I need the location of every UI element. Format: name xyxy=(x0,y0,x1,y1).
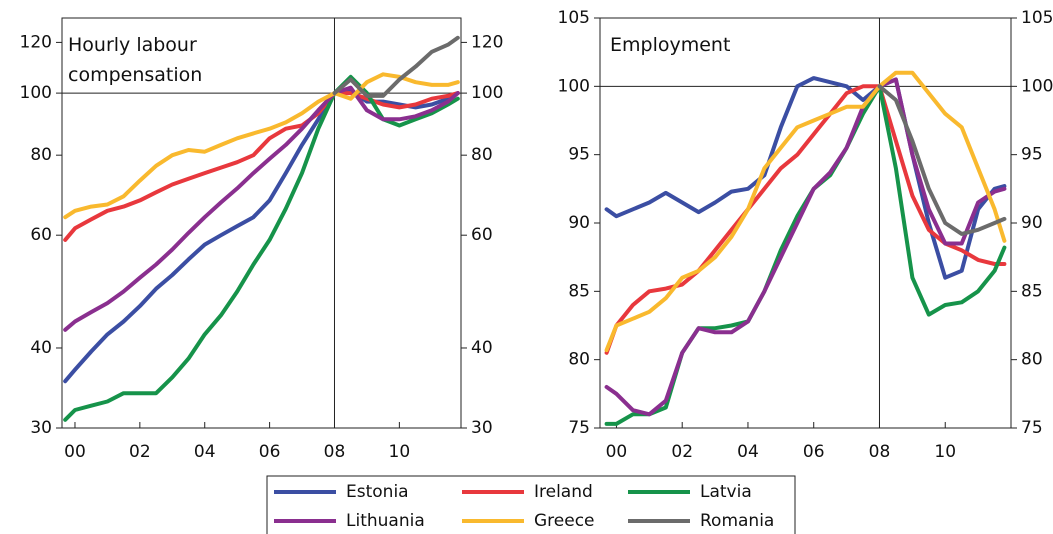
legend-label: Latvia xyxy=(700,482,752,502)
y-tick-label: 80 xyxy=(471,145,493,165)
x-tick-label: 06 xyxy=(803,442,825,462)
series-line xyxy=(604,77,1007,417)
x-tick-label: 10 xyxy=(389,442,411,462)
y-tick-label: 80 xyxy=(30,145,52,165)
chart-title: Employment xyxy=(610,34,731,56)
series-line xyxy=(604,70,1007,353)
series-line xyxy=(63,85,460,332)
y-tick-label: 95 xyxy=(1021,145,1043,165)
legend-label: Estonia xyxy=(346,482,409,502)
y-tick-label: 105 xyxy=(1021,8,1053,28)
chart-title: Hourly labour compensation xyxy=(68,34,203,86)
legend-label: Greece xyxy=(534,511,595,531)
series-line xyxy=(63,74,460,422)
x-tick-label: 08 xyxy=(869,442,891,462)
y-tick-label: 60 xyxy=(30,225,52,245)
x-tick-label: 02 xyxy=(129,442,151,462)
y-tick-label: 120 xyxy=(20,32,52,52)
y-tick-label: 100 xyxy=(471,83,503,103)
y-tick-label: 90 xyxy=(1021,213,1043,233)
x-tick-label: 02 xyxy=(671,442,693,462)
series-line xyxy=(604,84,1007,426)
x-tick-label: 00 xyxy=(606,442,628,462)
series-line xyxy=(63,72,460,220)
y-tick-label: 95 xyxy=(568,145,590,165)
legend-label: Lithuania xyxy=(346,511,425,531)
x-tick-label: 06 xyxy=(259,442,281,462)
y-tick-label: 90 xyxy=(568,213,590,233)
y-tick-label: 80 xyxy=(568,350,590,370)
y-tick-label: 105 xyxy=(558,8,590,28)
y-tick-label: 100 xyxy=(1021,76,1053,96)
y-tick-label: 80 xyxy=(1021,350,1043,370)
y-tick-label: 85 xyxy=(1021,281,1043,301)
x-tick-label: 04 xyxy=(194,442,216,462)
x-tick-label: 08 xyxy=(324,442,346,462)
plot-frame xyxy=(61,17,462,429)
y-tick-label: 120 xyxy=(471,32,503,52)
plot-frame xyxy=(599,17,1012,429)
x-tick-label: 10 xyxy=(934,442,956,462)
x-tick-label: 04 xyxy=(737,442,759,462)
series-line xyxy=(63,88,460,384)
series-line xyxy=(604,76,1007,280)
y-tick-label: 30 xyxy=(30,418,52,438)
y-tick-label: 85 xyxy=(568,281,590,301)
y-tick-label: 75 xyxy=(568,418,590,438)
y-tick-label: 75 xyxy=(1021,418,1043,438)
series-line xyxy=(332,35,460,98)
y-tick-label: 40 xyxy=(471,338,493,358)
x-tick-label: 00 xyxy=(64,442,86,462)
y-tick-label: 100 xyxy=(558,76,590,96)
legend-label: Romania xyxy=(700,511,774,531)
y-tick-label: 60 xyxy=(471,225,493,245)
y-tick-label: 40 xyxy=(30,338,52,358)
legend-box xyxy=(266,475,796,534)
y-tick-label: 30 xyxy=(471,418,493,438)
legend-label: Ireland xyxy=(534,482,593,502)
y-tick-label: 100 xyxy=(20,83,52,103)
series-line xyxy=(63,91,460,242)
series-line xyxy=(877,84,1007,236)
